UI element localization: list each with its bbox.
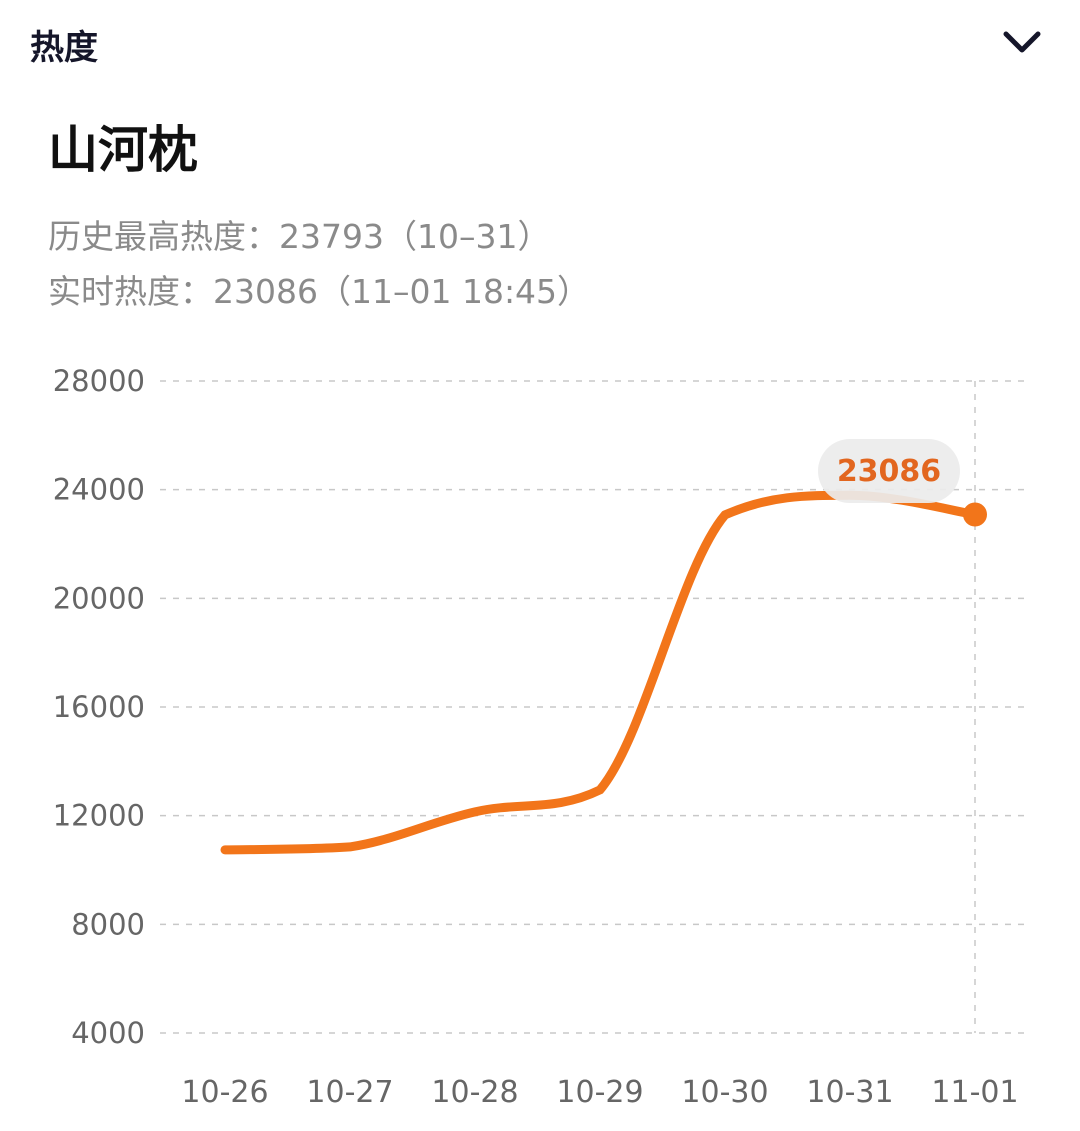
x-tick-label: 10-27 bbox=[306, 1075, 393, 1110]
peak-heat-label: 历史最高热度：23793（10–31） bbox=[48, 217, 551, 256]
section-header: 热度 bbox=[0, 0, 1080, 90]
x-tick-label: 11-01 bbox=[931, 1075, 1018, 1110]
heat-series-line bbox=[220, 490, 980, 855]
y-tick-label: 16000 bbox=[53, 690, 145, 724]
y-tick-label: 20000 bbox=[53, 581, 145, 615]
heat-line-chart: 4000 8000 12000 16000 20000 24000 28000 10-26 10… bbox=[0, 340, 1080, 1127]
chevron-down-icon[interactable] bbox=[998, 24, 1046, 64]
chart-canvas: 4000 8000 12000 16000 20000 24000 28000 10-26 10… bbox=[53, 364, 1030, 1110]
y-tick-label: 4000 bbox=[71, 1016, 145, 1050]
endpoint-marker[interactable] bbox=[963, 502, 987, 527]
value-badge bbox=[818, 439, 960, 503]
topic-title: 山河枕 bbox=[48, 121, 198, 179]
x-tick-label: 10-26 bbox=[181, 1075, 268, 1110]
x-tick-label: 10-28 bbox=[431, 1075, 518, 1110]
x-tick-label: 10-30 bbox=[681, 1075, 768, 1110]
section-title: 热度 bbox=[30, 28, 98, 68]
y-tick-label: 12000 bbox=[53, 799, 145, 833]
y-tick-label: 24000 bbox=[53, 473, 145, 507]
x-tick-label: 10-29 bbox=[556, 1075, 643, 1110]
y-tick-label: 28000 bbox=[53, 364, 145, 398]
x-tick-label: 10-31 bbox=[806, 1075, 893, 1110]
realtime-heat-label: 实时热度：23086（11–01 18:45） bbox=[48, 272, 591, 311]
y-tick-label: 8000 bbox=[71, 907, 145, 941]
value-badge-text: 23086 bbox=[837, 454, 941, 489]
